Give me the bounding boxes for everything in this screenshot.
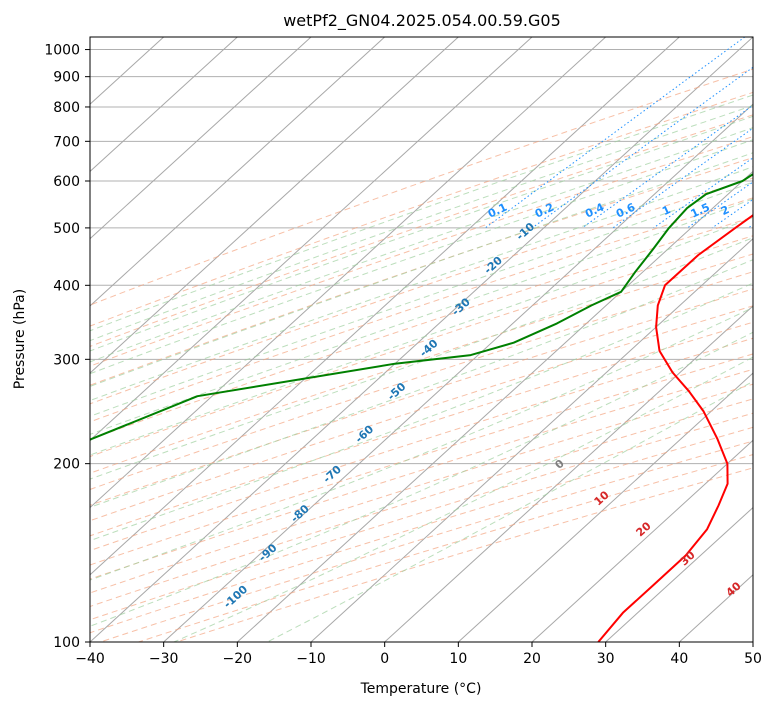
moist-adiabat-label: 40 xyxy=(724,579,744,599)
x-tick-label: 40 xyxy=(670,651,688,667)
y-tick-label: 200 xyxy=(53,457,80,473)
y-tick-label: 700 xyxy=(53,134,80,150)
dry-adiabat-label-zero: 0 xyxy=(552,457,567,472)
x-tick-label: −30 xyxy=(149,651,179,667)
dry-adiabat-label: -100 xyxy=(221,583,250,611)
isotherm-line xyxy=(0,37,385,642)
isotherm-line xyxy=(16,37,679,642)
y-tick-label: 900 xyxy=(53,70,80,86)
dry-adiabat-label: -30 xyxy=(449,295,473,318)
moist-adiabat-label: 20 xyxy=(634,519,654,539)
dry-adiabat-label: -90 xyxy=(256,541,280,564)
isotherm-line xyxy=(90,37,753,642)
mixing-ratio-label: 0.6 xyxy=(614,200,637,220)
y-tick-label: 300 xyxy=(53,352,80,368)
y-tick-label: 400 xyxy=(53,278,80,294)
x-tick-label: −10 xyxy=(296,651,326,667)
dry-adiabat xyxy=(100,37,775,642)
x-tick-label: 30 xyxy=(597,651,615,667)
y-tick-label: 1000 xyxy=(44,43,80,59)
y-tick-label: 100 xyxy=(53,635,80,651)
x-tick-label: 0 xyxy=(380,651,389,667)
isotherm-line xyxy=(0,37,458,642)
mixing-ratio-label: 0.2 xyxy=(533,201,556,221)
y-tick-label: 500 xyxy=(53,221,80,237)
x-tick-label: −40 xyxy=(75,651,105,667)
x-tick-label: −20 xyxy=(223,651,253,667)
mixing-ratio-label: 1 xyxy=(660,203,672,218)
dry-adiabat-label: -20 xyxy=(482,254,506,277)
isotherm-line xyxy=(0,37,237,642)
x-tick-label: 10 xyxy=(449,651,467,667)
dry-adiabat-label: -60 xyxy=(353,422,377,445)
dry-adiabat xyxy=(62,37,775,642)
moist-adiabat-label: 10 xyxy=(592,488,612,508)
dry-adiabat xyxy=(24,37,775,642)
dry-adiabat-label: -10 xyxy=(514,220,538,243)
moist-adiabat-label: 30 xyxy=(678,548,698,568)
x-tick-label: 50 xyxy=(744,651,762,667)
profile-series xyxy=(0,55,775,642)
mixing-ratio-line xyxy=(582,37,775,228)
mixing-ratio-label: 0.1 xyxy=(486,201,509,221)
y-axis-label: Pressure (hPa) xyxy=(12,289,28,389)
dry-adiabat xyxy=(139,37,775,642)
y-tick-label: 800 xyxy=(53,100,80,116)
y-tick-label: 600 xyxy=(53,174,80,190)
isotherm-line xyxy=(753,37,775,642)
mixing-ratio-label: 0.4 xyxy=(583,200,606,220)
isotherm-line xyxy=(164,37,775,642)
x-tick-label: 20 xyxy=(523,651,541,667)
moist-adiabat xyxy=(48,37,775,642)
x-axis-label: Temperature (°C) xyxy=(360,681,482,697)
chart-title: wetPf2_GN04.2025.054.00.59.G05 xyxy=(283,11,561,31)
dry-adiabat-label: -50 xyxy=(385,380,409,403)
y-axis-ticks: 100 200 300 400 500 600 700 800 900 1000 xyxy=(44,43,90,651)
x-axis-ticks: −40 −30 −20 −10 0 10 20 30 40 50 xyxy=(75,642,762,667)
dry-adiabat-label: -80 xyxy=(288,502,312,525)
